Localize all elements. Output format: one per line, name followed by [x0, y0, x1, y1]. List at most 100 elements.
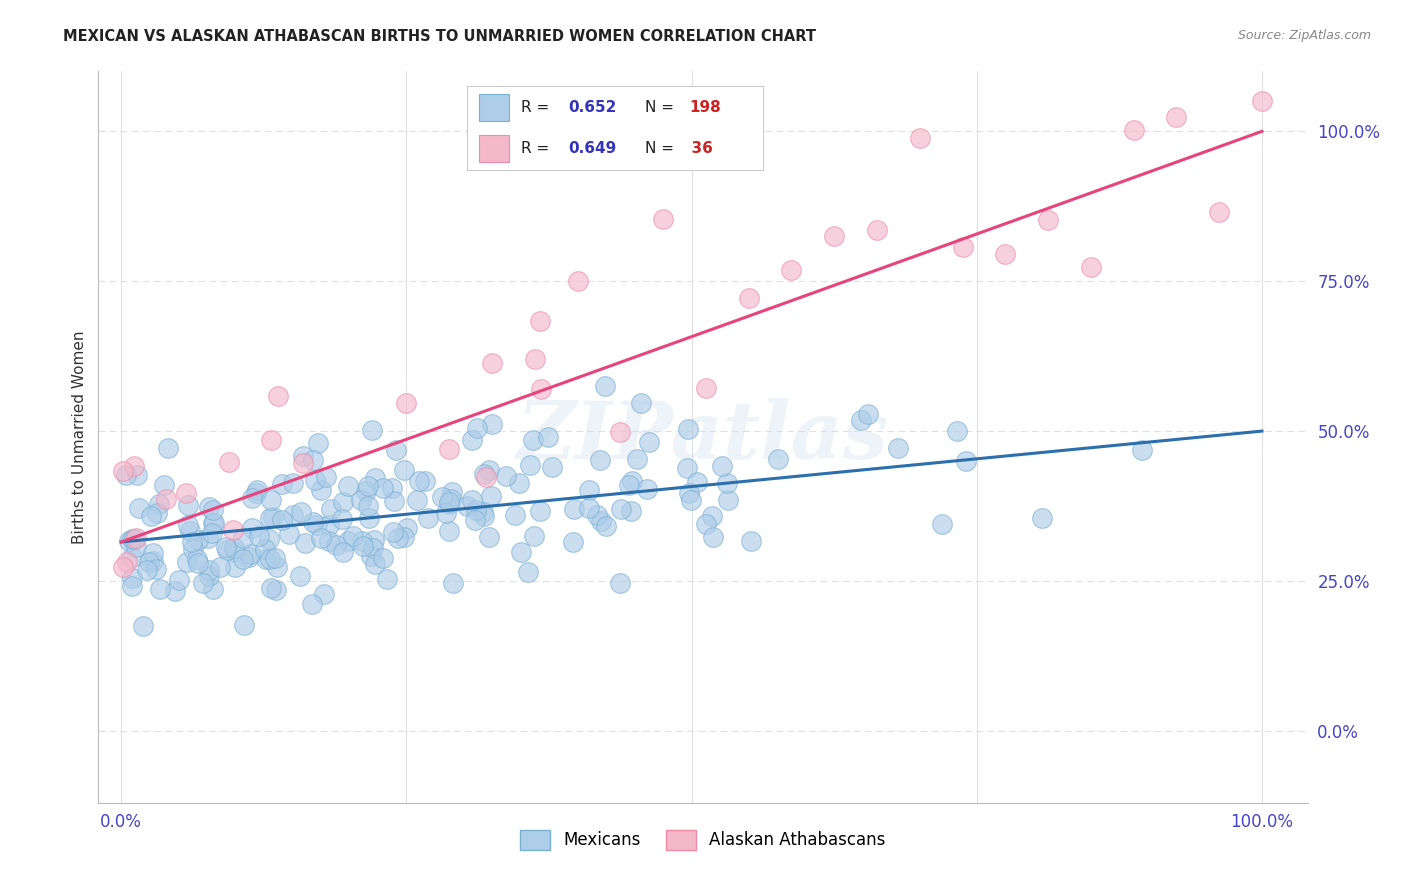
Legend: Mexicans, Alaskan Athabascans: Mexicans, Alaskan Athabascans [513, 823, 893, 856]
Point [381, 524, 404, 539]
Point [224, 545, 246, 559]
Point [121, 579, 143, 593]
Point [522, 433, 544, 447]
Point [430, 490, 453, 504]
Point [630, 396, 652, 410]
Point [319, 501, 342, 516]
Point [342, 529, 364, 543]
Point [1132, 443, 1154, 458]
Point [221, 523, 243, 537]
Point [385, 443, 408, 458]
Point [471, 505, 494, 519]
Point [716, 475, 738, 490]
Point [994, 246, 1017, 260]
Point [359, 510, 381, 524]
Point [481, 417, 503, 432]
Point [472, 467, 495, 481]
Point [567, 274, 589, 288]
Point [364, 471, 387, 485]
Point [239, 547, 262, 561]
Point [357, 499, 380, 513]
Point [121, 571, 143, 585]
Point [392, 463, 415, 477]
Point [305, 518, 328, 533]
Point [508, 475, 530, 490]
Point [456, 499, 478, 513]
Point [201, 526, 224, 541]
Point [371, 550, 394, 565]
Point [332, 512, 354, 526]
Point [292, 450, 315, 464]
Point [1208, 205, 1230, 219]
Point [155, 492, 177, 507]
Point [856, 407, 879, 421]
Point [218, 455, 240, 469]
Point [332, 495, 354, 509]
Point [146, 506, 169, 520]
Point [281, 508, 304, 523]
Point [637, 434, 659, 449]
Point [332, 545, 354, 559]
Point [224, 559, 246, 574]
Point [202, 516, 225, 531]
Point [291, 456, 314, 470]
Point [887, 441, 910, 455]
Point [529, 314, 551, 328]
Point [325, 538, 347, 552]
Point [405, 492, 427, 507]
Point [121, 549, 143, 564]
Point [318, 534, 340, 549]
Point [495, 468, 517, 483]
Point [149, 582, 172, 597]
Point [955, 453, 977, 467]
Point [307, 436, 329, 450]
Point [908, 131, 931, 145]
Point [111, 464, 134, 478]
Point [413, 474, 436, 488]
Text: MEXICAN VS ALASKAN ATHABASCAN BIRTHS TO UNMARRIED WOMEN CORRELATION CHART: MEXICAN VS ALASKAN ATHABASCAN BIRTHS TO … [63, 29, 817, 44]
Point [609, 425, 631, 439]
Point [115, 555, 138, 569]
Point [945, 425, 967, 439]
Point [187, 533, 209, 547]
Point [240, 491, 263, 505]
Point [257, 532, 280, 546]
Point [676, 461, 699, 475]
Point [357, 479, 380, 493]
Point [259, 492, 281, 507]
Point [247, 529, 270, 543]
Point [395, 521, 418, 535]
Point [702, 531, 724, 545]
Point [135, 563, 157, 577]
Point [245, 485, 267, 500]
Point [695, 381, 717, 395]
Point [686, 475, 709, 489]
Point [437, 497, 460, 511]
Point [121, 532, 143, 546]
Point [301, 597, 323, 611]
Point [145, 562, 167, 576]
Point [479, 489, 502, 503]
Point [202, 502, 225, 516]
Point [589, 453, 612, 467]
Point [1080, 260, 1102, 275]
Point [311, 483, 333, 497]
Point [464, 503, 486, 517]
Point [176, 486, 198, 500]
Point [277, 527, 299, 541]
Point [148, 497, 170, 511]
Point [142, 554, 165, 568]
Point [267, 389, 290, 403]
Point [262, 510, 284, 524]
Point [180, 535, 202, 549]
Point [315, 470, 337, 484]
Point [695, 517, 717, 532]
Point [823, 229, 845, 244]
Point [117, 533, 139, 548]
Point [434, 506, 457, 520]
Point [125, 540, 148, 554]
Point [181, 541, 204, 556]
Point [519, 458, 541, 472]
Point [114, 468, 136, 483]
Point [294, 536, 316, 550]
